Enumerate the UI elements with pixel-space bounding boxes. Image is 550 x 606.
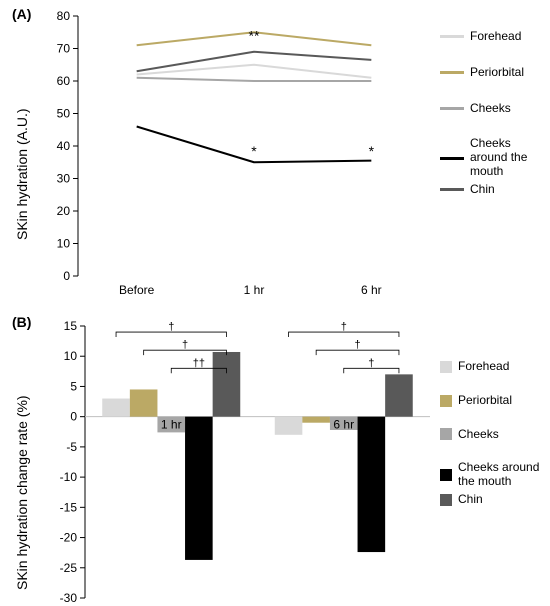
legend-line-swatch: [440, 35, 464, 38]
svg-text:50: 50: [57, 107, 71, 121]
panel-a-chart: 01020304050607080Before1 hr6 hr****: [30, 6, 440, 306]
bar: [385, 374, 413, 416]
svg-text:0: 0: [63, 269, 70, 283]
sig-bracket-label: †: [354, 339, 360, 351]
legend-line-swatch: [440, 71, 464, 74]
bar: [358, 417, 386, 552]
legend-label: Cheeks: [458, 428, 499, 442]
sig-bracket-label: †: [168, 321, 174, 333]
legend-item: Periorbital: [440, 66, 545, 80]
svg-text:6 hr: 6 hr: [361, 283, 382, 297]
svg-text:1 hr: 1 hr: [244, 283, 265, 297]
legend-square-swatch: [440, 428, 452, 440]
svg-text:10: 10: [64, 349, 78, 363]
legend-label: Cheeks around the mouth: [470, 137, 545, 178]
panel-b-legend: Forehead Periorbital Cheeks Cheeks around t…: [440, 360, 545, 527]
svg-text:5: 5: [70, 379, 77, 393]
legend-item: Chin: [440, 183, 545, 197]
svg-text:15: 15: [64, 319, 78, 333]
sig-bracket-label: †: [341, 321, 347, 333]
legend-label: Chin: [470, 183, 495, 197]
group-label: 6 hr: [333, 418, 354, 432]
svg-text:-30: -30: [60, 591, 78, 605]
legend-square-swatch: [440, 494, 452, 506]
legend-label: Forehead: [458, 360, 509, 374]
bar: [102, 399, 130, 417]
sig-bracket-label: †: [368, 357, 374, 369]
panel-a-ylabel: SKin hydration (A.U.): [14, 109, 30, 241]
legend-line-swatch: [440, 188, 464, 191]
sig-bracket-label: †: [182, 339, 188, 351]
figure-container: (A) (B) SKin hydration (A.U.) SKin hydra…: [0, 0, 550, 606]
legend-line-swatch: [440, 157, 464, 160]
legend-item: Periorbital: [440, 394, 545, 408]
legend-item: Cheeks: [440, 428, 545, 442]
legend-item: Cheeks: [440, 102, 545, 116]
legend-square-swatch: [440, 469, 452, 481]
svg-text:40: 40: [57, 139, 71, 153]
svg-text:70: 70: [57, 42, 71, 56]
bar: [213, 352, 241, 417]
panel-b-label: (B): [12, 314, 31, 330]
series-line: [137, 65, 372, 78]
svg-text:80: 80: [57, 9, 71, 23]
legend-label: Chin: [458, 493, 483, 507]
bar: [185, 417, 213, 560]
panel-b-chart: -30-25-20-15-10-50510151 hr6 hr†††††††: [35, 316, 440, 606]
sig-marker: *: [251, 143, 257, 159]
svg-text:-15: -15: [60, 500, 78, 514]
legend-label: Periorbital: [458, 394, 512, 408]
svg-text:20: 20: [57, 204, 71, 218]
group-label: 1 hr: [161, 418, 182, 432]
legend-item: Cheeks around the mouth: [440, 461, 545, 489]
legend-label: Cheeks: [470, 102, 511, 116]
legend-label: Forehead: [470, 30, 521, 44]
svg-text:-5: -5: [66, 440, 77, 454]
svg-text:-20: -20: [60, 531, 78, 545]
svg-text:-25: -25: [60, 561, 78, 575]
sig-bracket-label: ††: [193, 357, 205, 369]
legend-item: Forehead: [440, 30, 545, 44]
svg-text:0: 0: [70, 410, 77, 424]
svg-text:-10: -10: [60, 470, 78, 484]
legend-square-swatch: [440, 395, 452, 407]
legend-item: Forehead: [440, 360, 545, 374]
legend-item: Chin: [440, 493, 545, 507]
legend-square-swatch: [440, 361, 452, 373]
panel-b-ylabel: SKin hydration change rate (%): [14, 395, 30, 590]
legend-item: Cheeks around the mouth: [440, 137, 545, 178]
svg-text:60: 60: [57, 74, 71, 88]
series-line: [137, 52, 372, 72]
bar: [275, 417, 303, 435]
legend-line-swatch: [440, 107, 464, 110]
bar: [130, 389, 158, 416]
svg-text:10: 10: [57, 237, 71, 251]
sig-marker: *: [369, 143, 375, 159]
legend-label: Cheeks around the mouth: [458, 461, 545, 489]
sig-marker: **: [249, 27, 260, 43]
series-line: [137, 78, 372, 81]
svg-text:30: 30: [57, 172, 71, 186]
panel-a-label: (A): [12, 6, 31, 22]
panel-a-legend: Forehead Periorbital Cheeks Cheeks around t…: [440, 30, 545, 219]
bar: [302, 417, 330, 423]
svg-text:Before: Before: [119, 283, 155, 297]
legend-label: Periorbital: [470, 66, 524, 80]
